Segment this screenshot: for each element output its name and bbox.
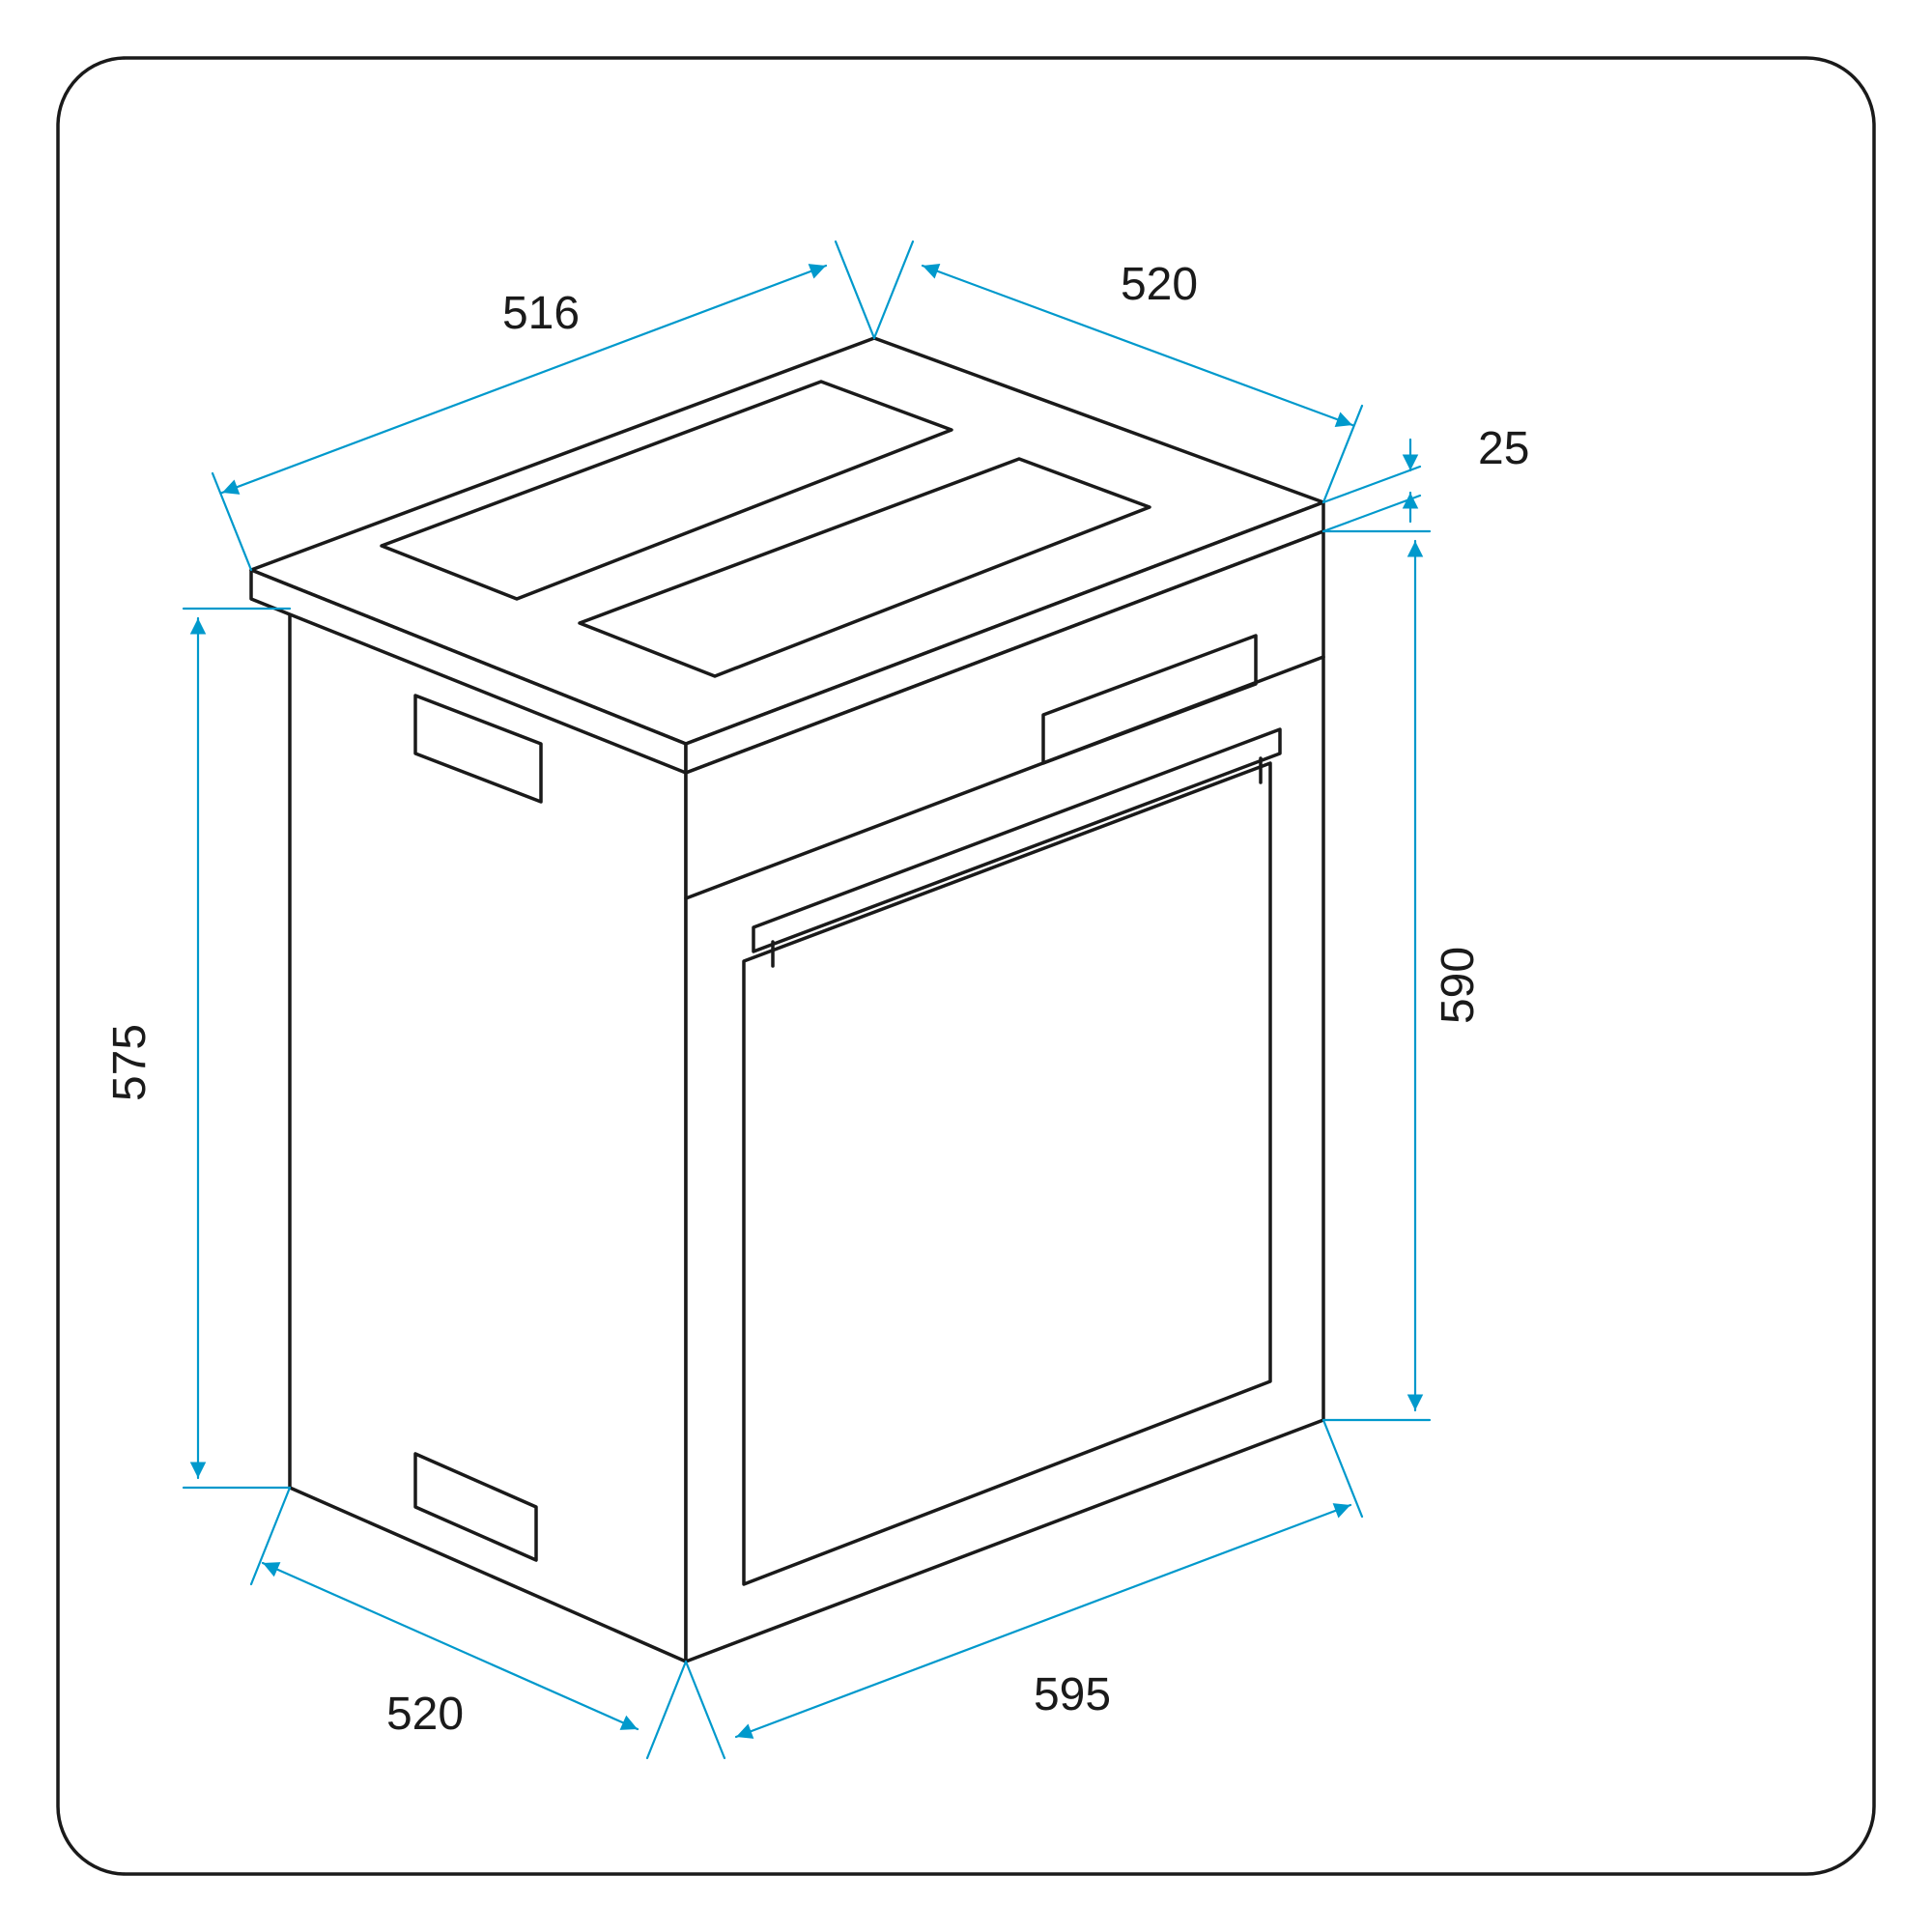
oven-body — [58, 58, 1874, 1874]
dim-side-height: 575 — [104, 1024, 156, 1101]
dim-front-width: 595 — [1034, 1669, 1111, 1720]
dim-bottom-depth: 520 — [386, 1689, 464, 1740]
dim-top-depth: 520 — [1121, 259, 1198, 310]
dim-lip-height: 25 — [1478, 423, 1529, 474]
oven-dimension-diagram: 516 520 25 575 590 520 595 — [0, 0, 1932, 1932]
dim-top-width: 516 — [502, 288, 580, 339]
dim-front-height: 590 — [1433, 947, 1484, 1024]
